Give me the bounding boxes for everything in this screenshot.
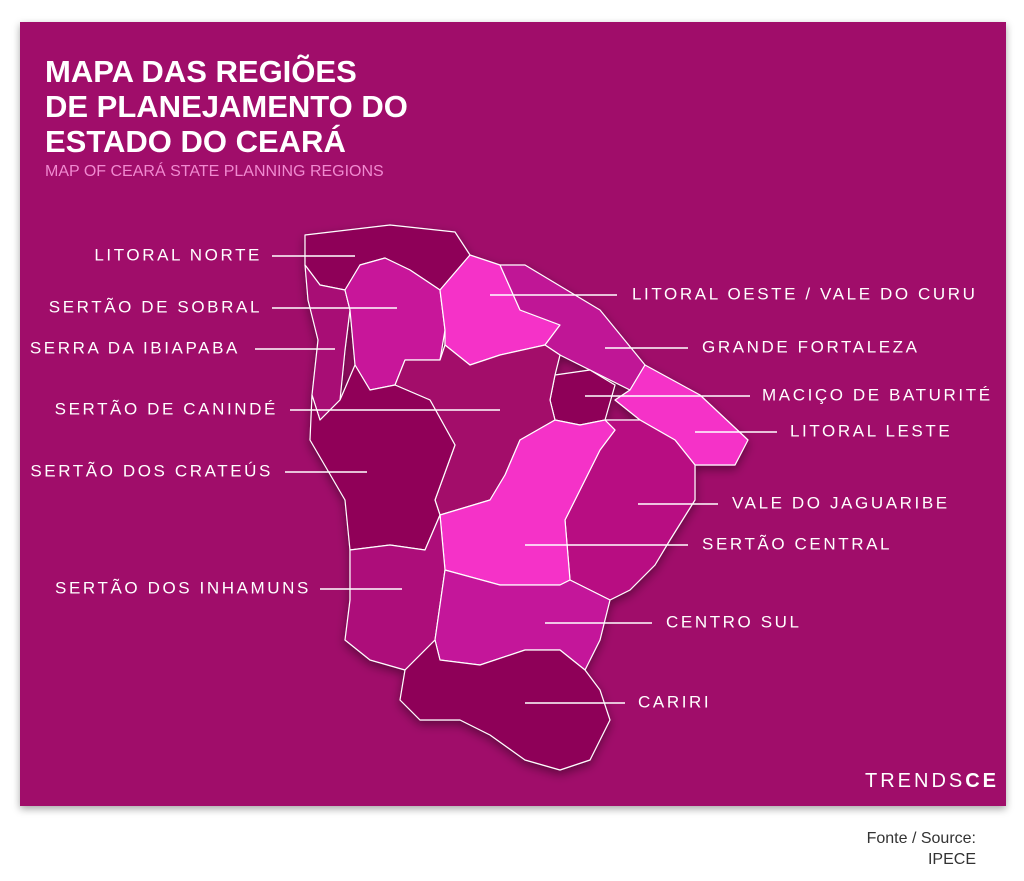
map: [304, 224, 749, 771]
region-label: LITORAL OESTE / VALE DO CURU: [632, 284, 978, 303]
subtitle: MAP OF CEARÁ STATE PLANNING REGIONS: [45, 161, 384, 180]
region-label: VALE DO JAGUARIBE: [732, 493, 950, 512]
region-label: CENTRO SUL: [666, 612, 802, 631]
labels: LITORAL NORTE SERTÃO DE SOBRAL SERRA DA IB…: [30, 245, 993, 711]
source-label: Fonte / Source:: [867, 830, 976, 847]
region-shape: [399, 639, 611, 771]
region-label: CARIRI: [638, 692, 711, 711]
region-label: SERTÃO DE CANINDÉ: [55, 399, 278, 418]
logo-suffix: CE: [965, 770, 999, 792]
region-label: LITORAL NORTE: [94, 245, 262, 264]
region-label: GRANDE FORTALEZA: [702, 337, 920, 356]
region-label: SERTÃO DE SOBRAL: [49, 297, 262, 316]
region-label: SERRA DA IBIAPABA: [30, 338, 240, 357]
source-name: IPECE: [928, 851, 976, 868]
region-label: SERTÃO CENTRAL: [702, 534, 892, 553]
region-label: LITORAL LESTE: [790, 421, 952, 440]
title-line: MAPA DAS REGIÕES: [45, 53, 357, 89]
region-label: MACIÇO DE BATURITÉ: [762, 385, 993, 404]
region-label: SERTÃO DOS CRATEÚS: [30, 461, 273, 480]
region-label: SERTÃO DOS INHAMUNS: [55, 578, 311, 597]
logo: TRENDSCE: [865, 770, 999, 792]
logo-prefix: TRENDS: [865, 770, 965, 792]
title-line: ESTADO DO CEARÁ: [45, 124, 346, 159]
title-line: DE PLANEJAMENTO DO: [45, 89, 408, 124]
region-shape: [309, 364, 456, 551]
